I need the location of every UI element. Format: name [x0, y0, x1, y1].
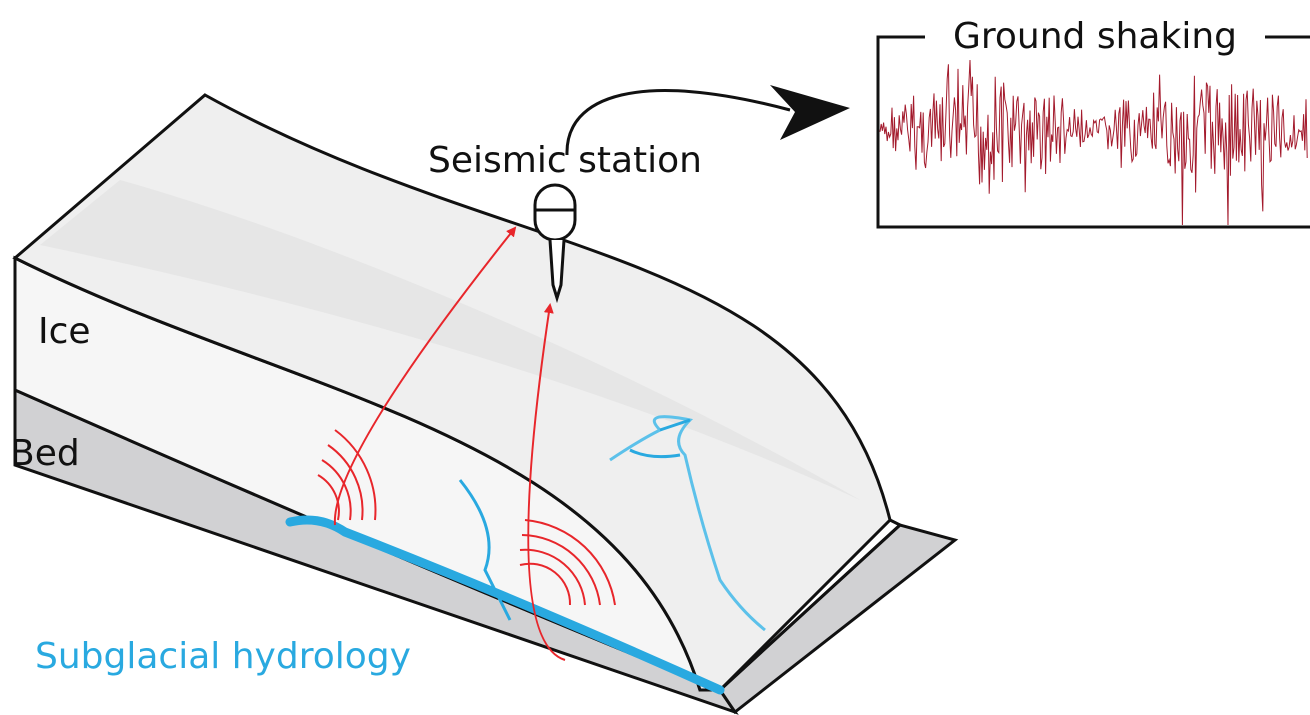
bed-label: Bed — [10, 433, 80, 474]
page: {"seismogram": {"title": "Ground shaking… — [0, 0, 1310, 715]
ice-label: Ice — [38, 311, 91, 352]
arrowhead — [770, 85, 850, 140]
seismogram-title: Ground shaking — [953, 16, 1237, 57]
seismogram-trace — [880, 60, 1307, 225]
hydrology-label: Subglacial hydrology — [35, 636, 411, 677]
diagram: Ground shaking Seismic station Ice Bed S… — [0, 0, 1310, 715]
station-label: Seismic station — [428, 140, 702, 181]
